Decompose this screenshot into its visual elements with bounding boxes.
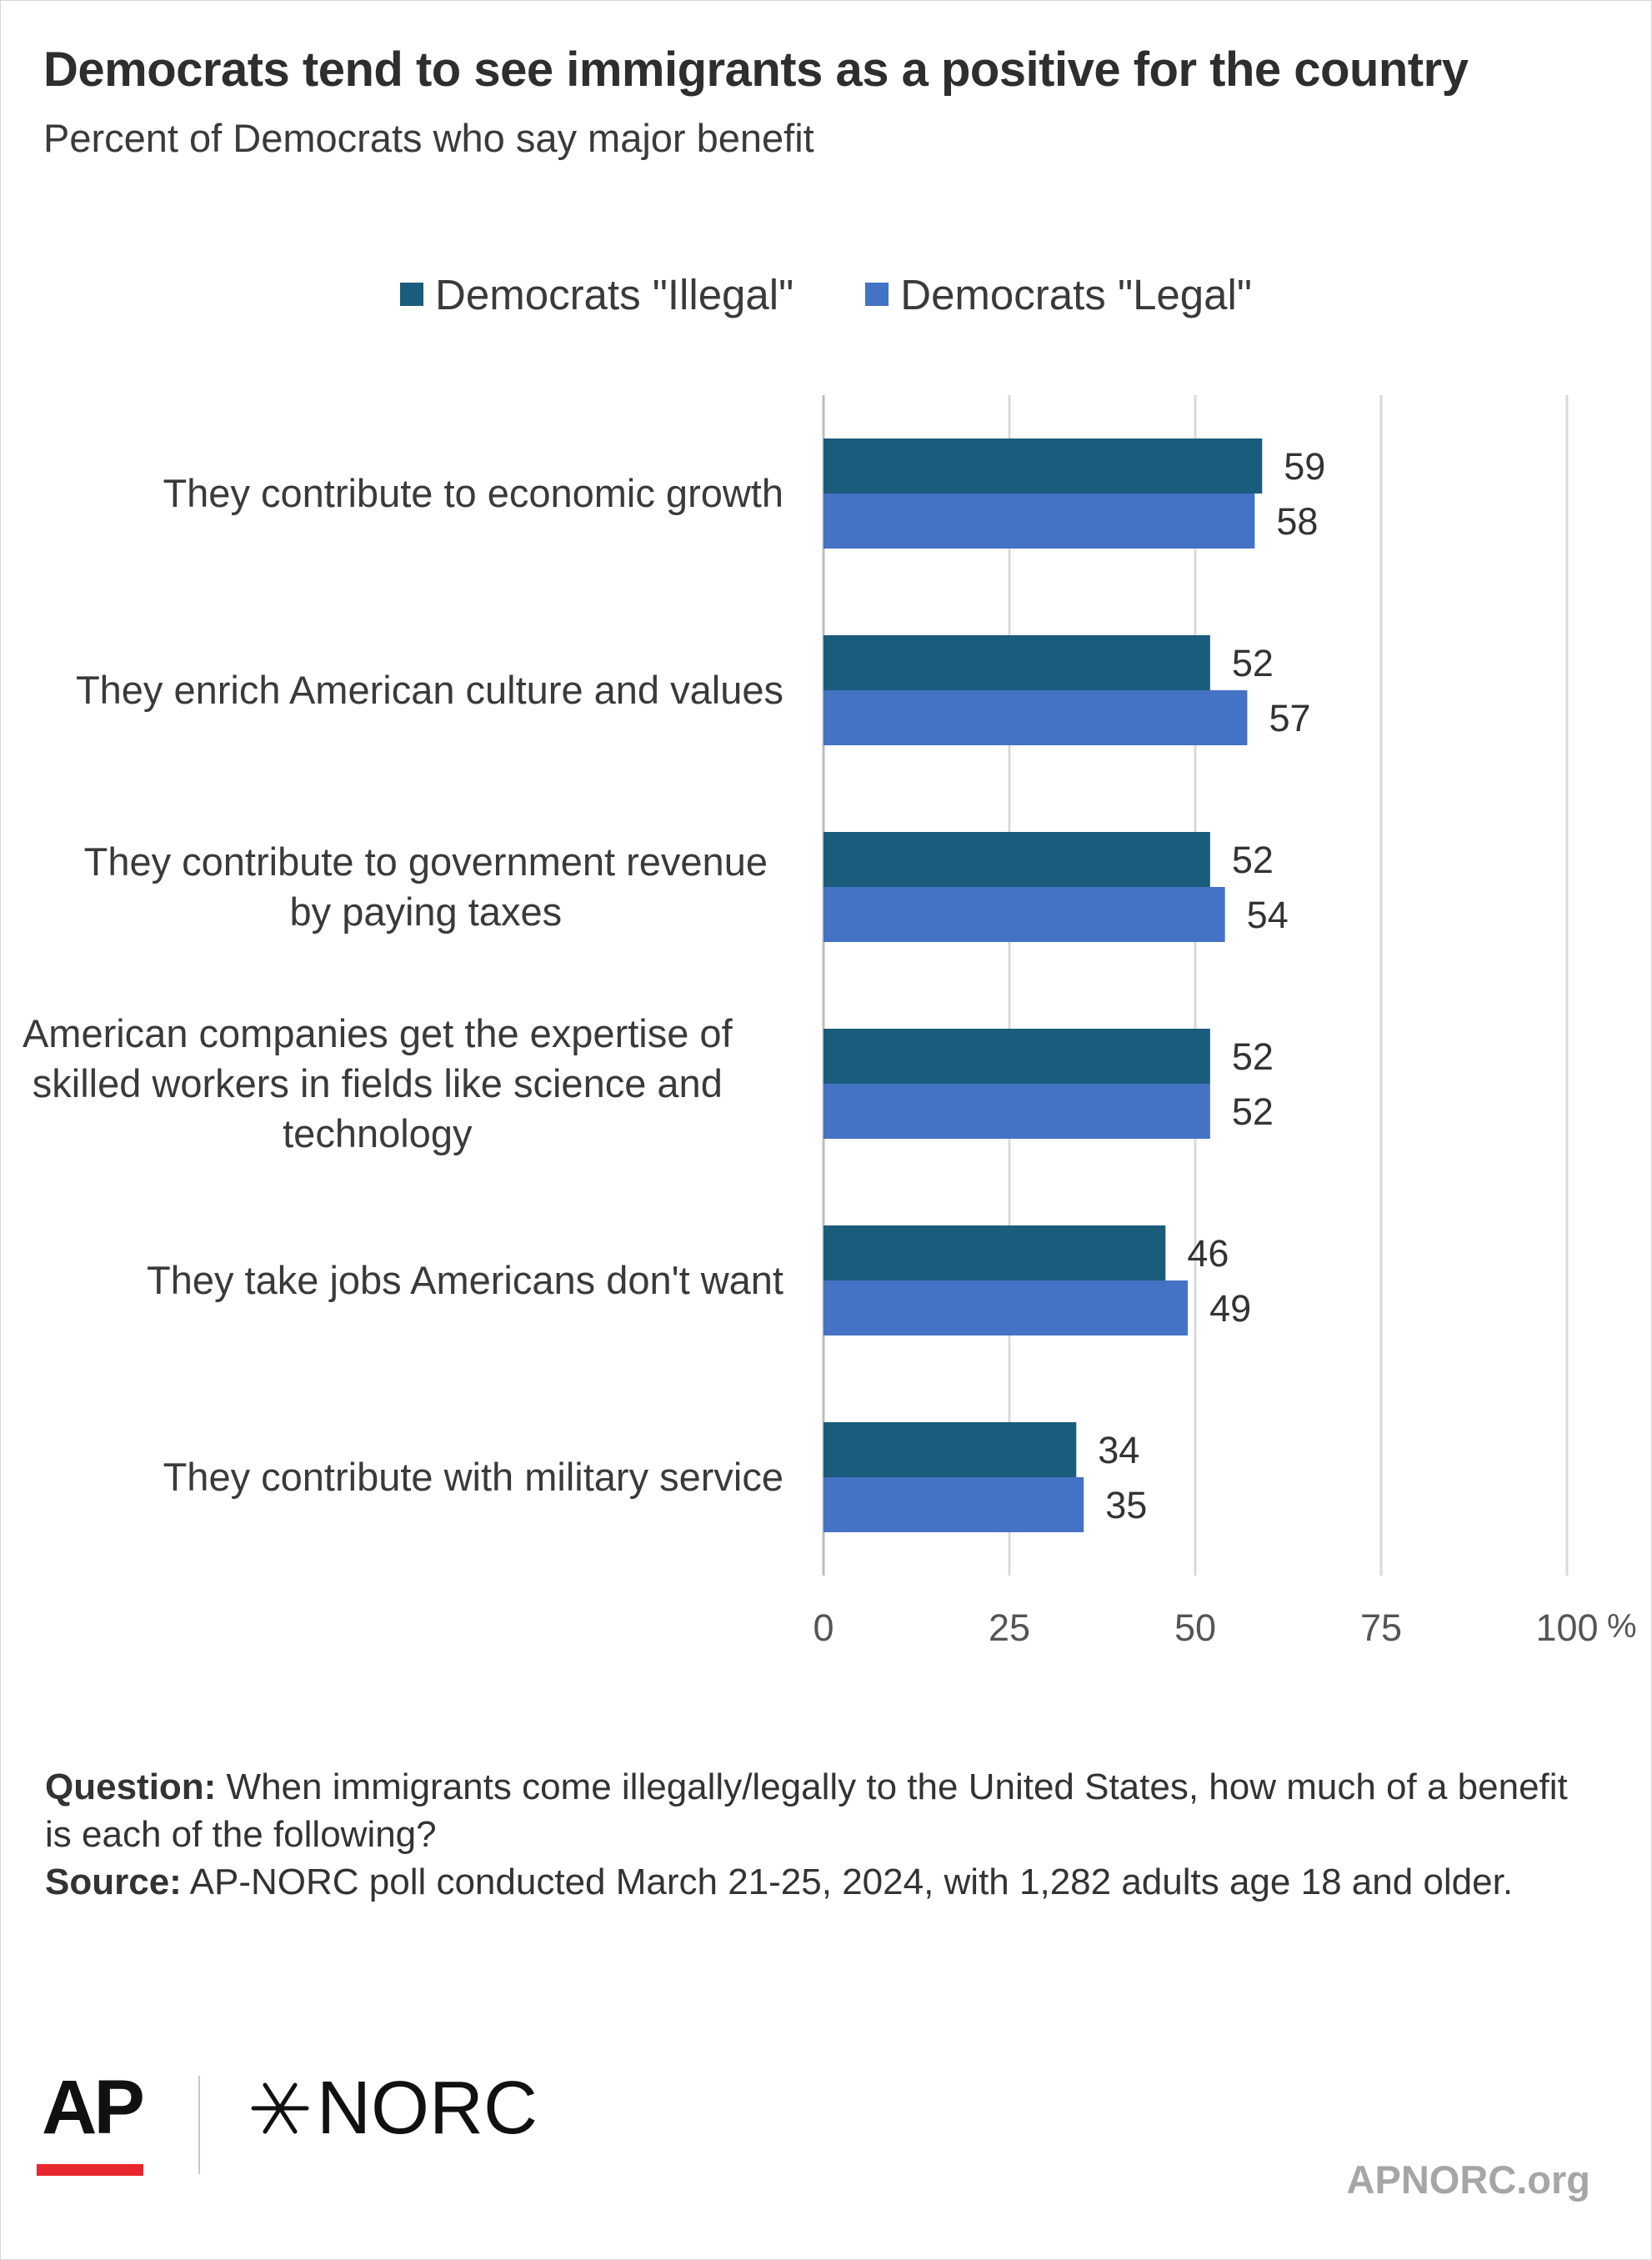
category-label-1-line-0: They enrich American culture and values — [76, 668, 783, 712]
source-label: Source: — [45, 1862, 182, 1902]
category-label-0-line-0: They contribute to economic growth — [163, 471, 783, 515]
bar-legal-2 — [823, 887, 1225, 942]
ap-logo: AP — [42, 2065, 145, 2150]
x-tick-label-0: 0 — [813, 1606, 834, 1649]
data-label-legal-5: 35 — [1105, 1484, 1147, 1526]
category-label-5-line-0: They contribute with military service — [163, 1455, 783, 1499]
chart-subtitle: Percent of Democrats who say major benef… — [43, 116, 814, 160]
site-url: APNORC.org — [1346, 2157, 1590, 2202]
bar-illegal-5 — [823, 1422, 1077, 1477]
category-label-2-line-1: by paying taxes — [290, 889, 563, 934]
data-label-illegal-5: 34 — [1098, 1429, 1139, 1471]
bar-illegal-2 — [823, 832, 1210, 887]
data-label-legal-1: 57 — [1269, 697, 1310, 739]
ap-logo-accent — [37, 2164, 143, 2176]
x-tick-label-75: 75 — [1360, 1606, 1402, 1649]
question-note: Question: When immigrants come illegally… — [45, 1763, 1604, 1858]
bar-illegal-4 — [823, 1225, 1166, 1280]
category-label-3-line-2: technology — [283, 1111, 473, 1155]
norc-logo-text: NORC — [317, 2067, 538, 2150]
legend-item-legal: Democrats "Legal" — [865, 270, 1252, 319]
data-label-illegal-1: 52 — [1232, 642, 1274, 684]
bar-illegal-0 — [823, 438, 1263, 494]
data-label-legal-4: 49 — [1209, 1287, 1251, 1330]
bar-legal-3 — [823, 1084, 1210, 1139]
legend-label-illegal: Democrats "Illegal" — [435, 270, 794, 318]
bar-illegal-1 — [823, 635, 1210, 690]
x-tick-label-25: 25 — [989, 1606, 1030, 1649]
bar-chart: 0 25 50 75 100 % 59 58 They contribute to econom… — [23, 395, 1637, 1649]
x-tick-label-50: 50 — [1174, 1606, 1216, 1649]
source-text: AP-NORC poll conducted March 21-25, 2024… — [181, 1862, 1514, 1902]
question-text: When immigrants come illegally/legally t… — [45, 1766, 1568, 1855]
bar-legal-1 — [823, 690, 1248, 745]
category-label-4-line-0: They take jobs Americans don't want — [147, 1258, 783, 1302]
bar-legal-0 — [823, 494, 1255, 549]
category-label-2-line-0: They contribute to government revenue — [84, 839, 768, 884]
x-tick-label-100: 100 — [1535, 1606, 1598, 1649]
data-label-legal-3: 52 — [1232, 1090, 1274, 1133]
bar-illegal-3 — [823, 1029, 1210, 1084]
legend-swatch-illegal — [400, 283, 424, 306]
norc-star-icon — [251, 2082, 309, 2134]
data-label-illegal-0: 59 — [1284, 445, 1325, 488]
source-note: Source: AP-NORC poll conducted March 21-… — [45, 1858, 1604, 1906]
bar-legal-5 — [823, 1477, 1084, 1532]
legend-label-legal: Democrats "Legal" — [900, 270, 1252, 318]
footnote: Question: When immigrants come illegally… — [45, 1763, 1604, 1906]
question-label: Question: — [45, 1766, 217, 1807]
legend-swatch-legal — [865, 283, 889, 306]
legend-item-illegal: Democrats "Illegal" — [400, 270, 793, 319]
data-label-legal-2: 54 — [1247, 894, 1289, 936]
bar-legal-4 — [823, 1280, 1189, 1335]
legend: Democrats "Illegal" Democrats "Legal" — [0, 265, 1652, 323]
data-label-legal-0: 58 — [1276, 500, 1318, 543]
x-axis-unit: % — [1607, 1608, 1637, 1645]
data-label-illegal-3: 52 — [1232, 1035, 1274, 1078]
norc-logo: NORC — [247, 2062, 538, 2154]
chart-title: Democrats tend to see immigrants as a po… — [43, 43, 1469, 97]
data-label-illegal-2: 52 — [1232, 839, 1274, 881]
category-label-3-line-0: American companies get the expertise of — [23, 1011, 733, 1055]
logo-divider — [198, 2076, 200, 2174]
category-label-3-line-1: skilled workers in fields like science a… — [33, 1061, 723, 1105]
data-label-illegal-4: 46 — [1187, 1232, 1229, 1275]
